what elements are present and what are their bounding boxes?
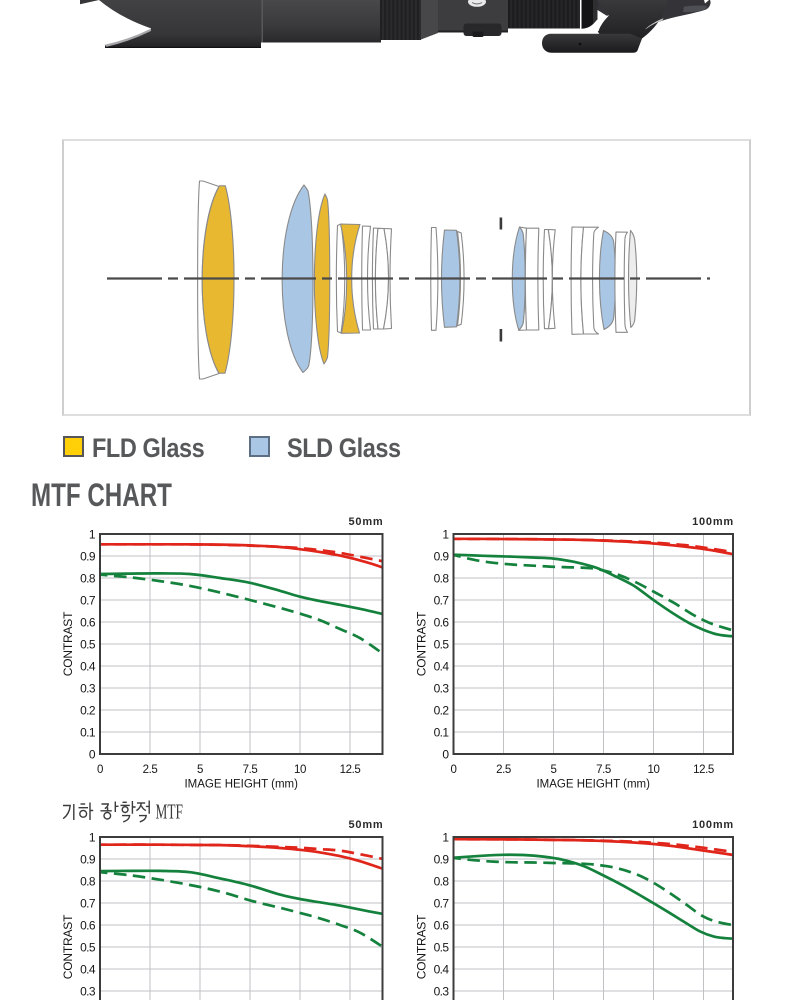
svg-text:0.9: 0.9: [80, 550, 96, 564]
svg-text:0.8: 0.8: [434, 875, 450, 889]
svg-text:0.6: 0.6: [434, 616, 450, 630]
svg-text:MTF: MTF: [156, 799, 183, 823]
svg-text:0.3: 0.3: [434, 682, 450, 696]
svg-text:0: 0: [89, 748, 96, 762]
svg-text:0.2: 0.2: [434, 704, 450, 718]
svg-text:CONTRAST: CONTRAST: [61, 914, 75, 979]
svg-text:0.4: 0.4: [434, 963, 450, 977]
svg-text:12.5: 12.5: [340, 764, 361, 776]
svg-text:0.6: 0.6: [80, 616, 96, 630]
svg-text:0.5: 0.5: [434, 638, 450, 652]
svg-text:10: 10: [294, 764, 306, 776]
svg-text:0: 0: [442, 748, 449, 762]
svg-text:1: 1: [89, 528, 96, 542]
svg-text:0.3: 0.3: [80, 682, 96, 696]
svg-text:0.1: 0.1: [434, 726, 450, 740]
svg-text:CONTRAST: CONTRAST: [415, 914, 429, 979]
svg-text:0.7: 0.7: [80, 594, 96, 608]
svg-text:IMAGE HEIGHT (mm): IMAGE HEIGHT (mm): [184, 779, 298, 791]
svg-text:5: 5: [551, 764, 557, 776]
svg-text:0: 0: [451, 764, 457, 776]
svg-text:CONTRAST: CONTRAST: [415, 611, 429, 676]
svg-text:1: 1: [442, 831, 449, 845]
svg-text:10: 10: [648, 764, 660, 776]
svg-text:0.8: 0.8: [80, 572, 96, 586]
svg-text:50mm: 50mm: [349, 819, 384, 831]
svg-text:1: 1: [89, 831, 96, 845]
svg-text:100mm: 100mm: [692, 819, 734, 831]
svg-text:0.1: 0.1: [80, 726, 96, 740]
svg-text:0.4: 0.4: [80, 963, 96, 977]
svg-text:0.6: 0.6: [434, 919, 450, 933]
svg-text:0.5: 0.5: [80, 638, 96, 652]
svg-text:0.8: 0.8: [434, 572, 450, 586]
svg-text:12.5: 12.5: [693, 764, 714, 776]
svg-text:IMAGE HEIGHT (mm): IMAGE HEIGHT (mm): [536, 779, 650, 791]
svg-text:50mm: 50mm: [349, 516, 384, 528]
svg-text:0.7: 0.7: [434, 897, 450, 911]
svg-text:2.5: 2.5: [496, 764, 511, 776]
svg-text:0.5: 0.5: [434, 941, 450, 955]
svg-text:0.7: 0.7: [80, 897, 96, 911]
svg-text:0.5: 0.5: [80, 941, 96, 955]
svg-text:0.3: 0.3: [80, 985, 96, 999]
svg-text:1: 1: [442, 528, 449, 542]
svg-text:0.7: 0.7: [434, 594, 450, 608]
svg-text:0.9: 0.9: [80, 853, 96, 867]
svg-text:0.4: 0.4: [80, 660, 96, 674]
svg-text:0.8: 0.8: [80, 875, 96, 889]
svg-text:2.5: 2.5: [143, 764, 158, 776]
svg-text:7.5: 7.5: [243, 764, 258, 776]
svg-text:0.2: 0.2: [80, 704, 96, 718]
svg-text:5: 5: [197, 764, 203, 776]
svg-text:0: 0: [97, 764, 103, 776]
svg-text:0.3: 0.3: [434, 985, 450, 999]
svg-text:0.9: 0.9: [434, 550, 450, 564]
svg-text:0.9: 0.9: [434, 853, 450, 867]
svg-text:7.5: 7.5: [596, 764, 611, 776]
svg-text:0.6: 0.6: [80, 919, 96, 933]
svg-text:0.4: 0.4: [434, 660, 450, 674]
svg-text:100mm: 100mm: [692, 516, 734, 528]
svg-text:CONTRAST: CONTRAST: [61, 611, 75, 676]
